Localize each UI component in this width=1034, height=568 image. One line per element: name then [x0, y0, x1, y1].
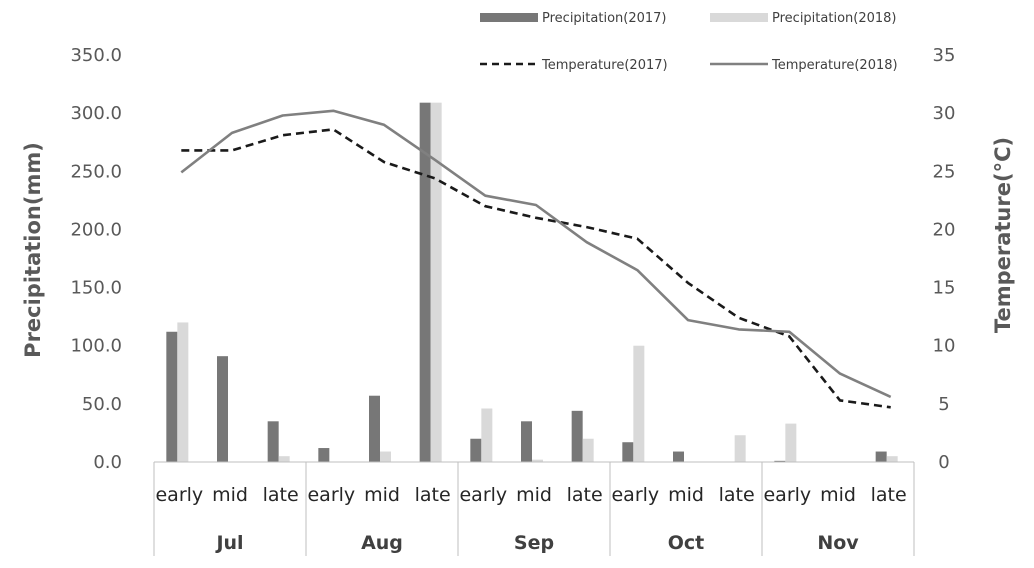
right-tick-label: 30 [933, 103, 956, 124]
right-tick-label: 35 [933, 45, 956, 66]
left-tick-label: 0.0 [93, 452, 122, 473]
right-axis-title: Temperature(°C) [991, 137, 1015, 333]
right-tick-label: 5 [938, 394, 949, 415]
category-label: late [263, 484, 299, 506]
category-label: mid [668, 484, 704, 506]
category-label: mid [364, 484, 400, 506]
left-axis-title: Precipitation(mm) [21, 142, 45, 358]
bar-precip-2018 [380, 451, 391, 462]
left-tick-label: 250.0 [70, 161, 122, 182]
right-tick-label: 0 [938, 452, 949, 473]
category-label: late [719, 484, 755, 506]
right-tick-label: 25 [933, 161, 956, 182]
legend-label-temp-2018: Temperature(2018) [771, 58, 898, 73]
category-label: early [459, 484, 507, 506]
month-label: Sep [514, 532, 554, 554]
bar-precip-2018 [481, 408, 493, 462]
category-label: early [155, 484, 203, 506]
temperature-lines [180, 109, 892, 409]
right-tick-label: 15 [933, 278, 956, 299]
bar-precip-2018 [430, 102, 442, 463]
bar-precip-2018 [785, 423, 797, 462]
left-tick-label: 100.0 [70, 336, 122, 357]
bar-precip-2018 [582, 438, 594, 462]
bar-precip-2018 [532, 459, 543, 462]
line-temperature-2017- [181, 128, 891, 409]
legend-swatch-precip-2018 [710, 13, 768, 22]
category-label: early [307, 484, 355, 506]
bar-precip-2018 [886, 456, 898, 462]
category-label: early [611, 484, 659, 506]
left-tick-label: 350.0 [70, 45, 122, 66]
left-tick-label: 200.0 [70, 219, 122, 240]
bar-precip-2017 [622, 442, 634, 462]
bar-precip-2017 [419, 102, 431, 463]
month-label: Oct [668, 532, 705, 554]
bar-precip-2017 [774, 460, 786, 462]
month-label: Nov [817, 532, 859, 554]
bar-precip-2017 [571, 410, 583, 462]
bar-precip-2017 [875, 451, 887, 462]
bar-precip-2018 [734, 435, 746, 462]
bar-precip-2017 [166, 331, 178, 462]
bar-precip-2018 [278, 456, 290, 462]
month-label: Jul [214, 532, 243, 554]
right-tick-label: 10 [933, 336, 956, 357]
right-axis-ticks: 0 5 10 15 20 25 30 35 [933, 45, 956, 473]
category-label: mid [212, 484, 248, 506]
line-temperature-2018- [180, 109, 892, 399]
legend-label-precip-2018: Precipitation(2018) [772, 11, 896, 26]
x-axis: early mid late early mid late early mid late earl… [153, 461, 915, 556]
category-label: late [567, 484, 603, 506]
right-tick-label: 20 [933, 219, 956, 240]
legend: Precipitation(2017) Precipitation(2018) … [480, 11, 898, 73]
category-label: late [871, 484, 907, 506]
legend-label-precip-2017: Precipitation(2017) [542, 11, 666, 26]
left-tick-label: 150.0 [70, 278, 122, 299]
bar-precip-2017 [521, 421, 532, 462]
legend-label-temp-2017: Temperature(2017) [541, 58, 668, 73]
bar-precip-2018 [633, 345, 645, 462]
category-label: early [763, 484, 811, 506]
month-label: Aug [361, 532, 403, 554]
category-label: mid [516, 484, 552, 506]
left-tick-label: 300.0 [70, 103, 122, 124]
bar-precip-2017 [673, 451, 684, 462]
bar-precip-2017 [470, 438, 482, 462]
precipitation-bars [166, 102, 898, 463]
category-label: mid [820, 484, 856, 506]
bar-precip-2018 [177, 322, 189, 462]
left-tick-label: 50.0 [82, 394, 122, 415]
category-label: late [415, 484, 451, 506]
bar-precip-2017 [369, 395, 380, 462]
bar-precip-2017 [267, 421, 279, 462]
bar-precip-2017 [318, 448, 330, 462]
legend-swatch-precip-2017 [480, 13, 538, 22]
bar-precip-2017 [217, 356, 228, 462]
left-axis-ticks: 0.0 50.0 100.0 150.0 200.0 250.0 300.0 350.0 [70, 45, 122, 473]
